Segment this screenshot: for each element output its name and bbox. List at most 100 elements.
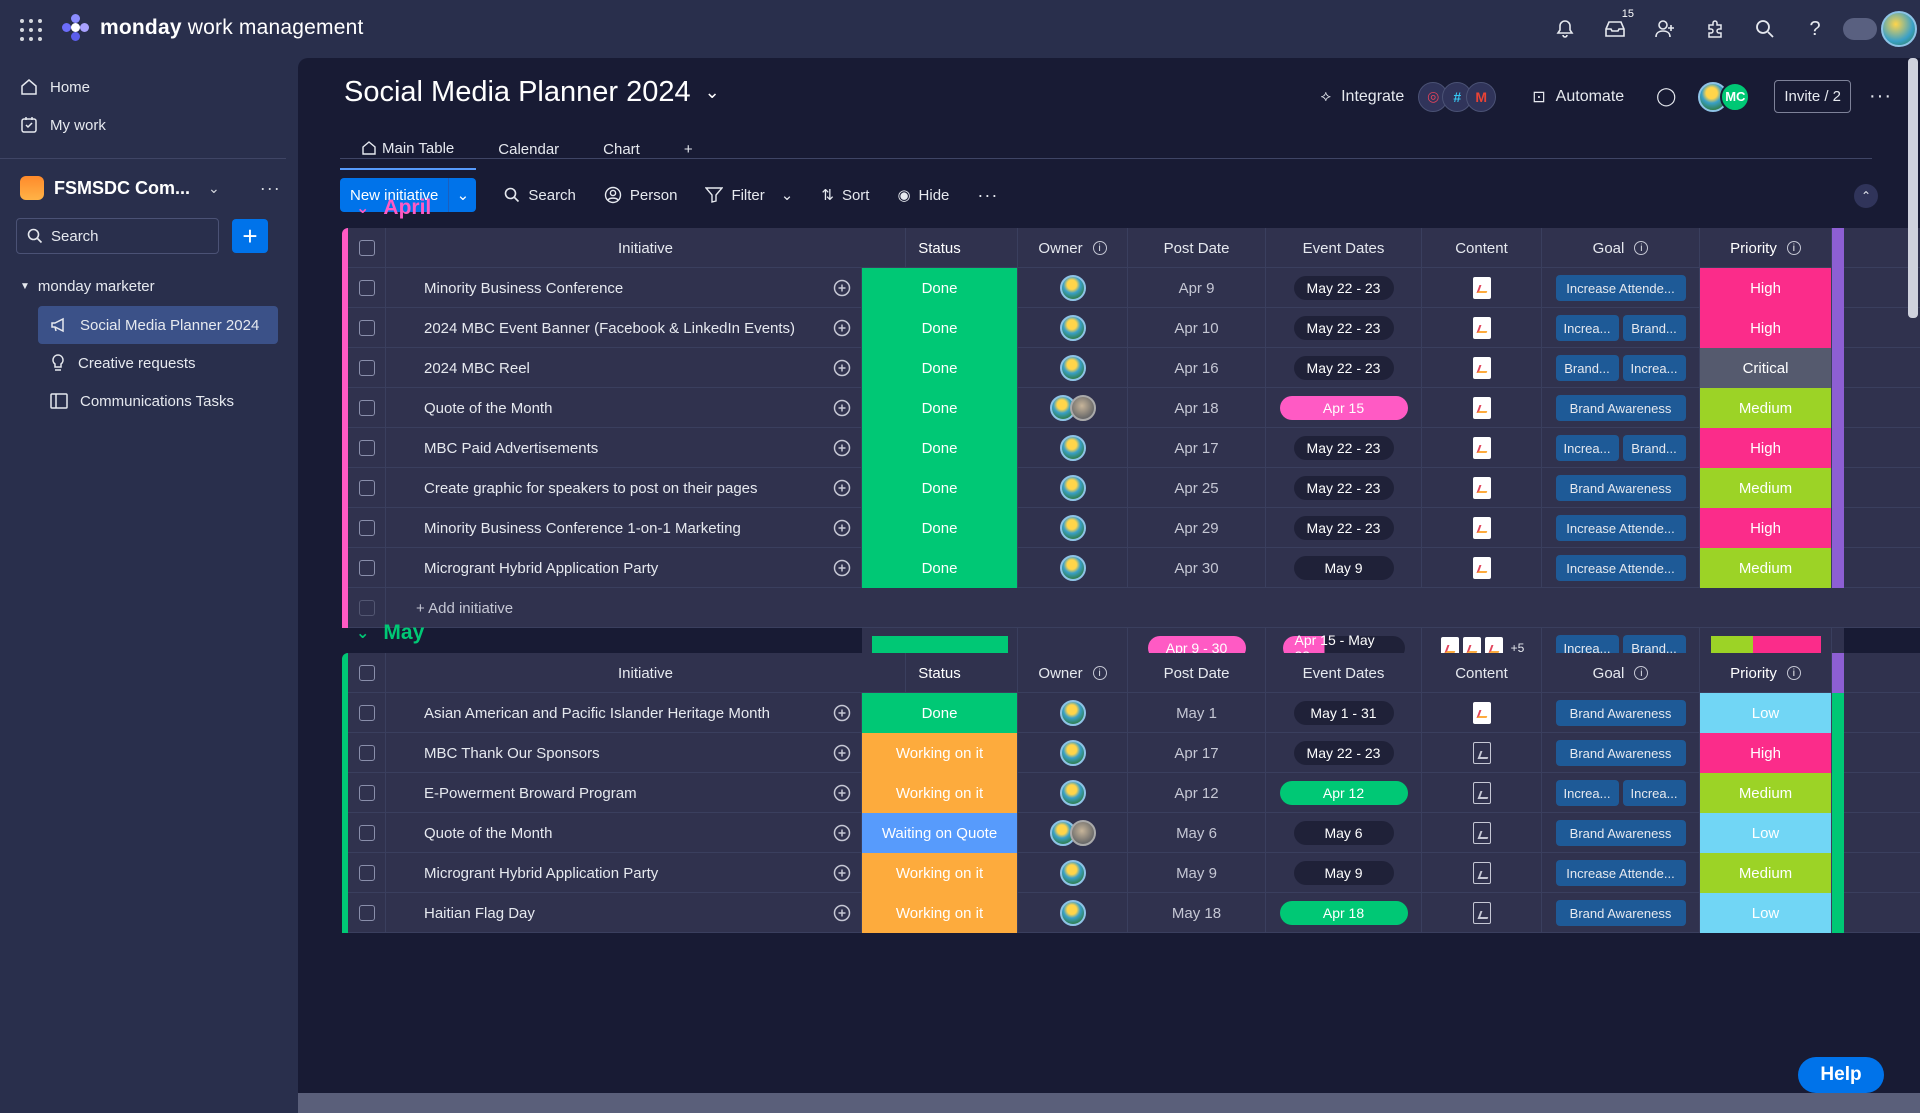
- apps-marketplace-icon[interactable]: [1690, 0, 1740, 58]
- checkbox[interactable]: [358, 240, 375, 256]
- add-update-icon[interactable]: [822, 508, 862, 548]
- file-icon[interactable]: [1472, 702, 1491, 724]
- row-checkbox[interactable]: [348, 733, 386, 773]
- chevron-down-icon[interactable]: ⌄: [780, 187, 794, 204]
- row-checkbox[interactable]: [348, 813, 386, 853]
- goal-cell[interactable]: Brand Awareness: [1542, 693, 1700, 733]
- table-row[interactable]: 2024 MBC Event Banner (Facebook & Linked…: [342, 308, 1920, 348]
- priority-cell[interactable]: High: [1700, 268, 1832, 308]
- table-row[interactable]: 2024 MBC Reel Done Apr 16 May 22 - 23 Brand.…: [342, 348, 1920, 388]
- help-icon[interactable]: ?: [1809, 17, 1821, 40]
- post-date-cell[interactable]: Apr 10: [1128, 308, 1266, 348]
- priority-cell[interactable]: Critical: [1700, 348, 1832, 388]
- select-all-checkbox[interactable]: [348, 228, 386, 268]
- checkbox[interactable]: [358, 705, 375, 721]
- goal-cell[interactable]: Brand Awareness: [1542, 733, 1700, 773]
- table-row[interactable]: Minority Business Conference 1-on-1 Mark…: [342, 508, 1920, 548]
- integrate-button[interactable]: ⟡ Integrate ◎ # M: [1321, 81, 1497, 112]
- workspace-selector[interactable]: FSMSDC Com... ⌄ ···: [20, 176, 281, 200]
- priority-cell[interactable]: High: [1700, 308, 1832, 348]
- invite-button[interactable]: Invite / 2: [1774, 80, 1852, 113]
- status-cell[interactable]: Done: [862, 428, 1018, 468]
- group-header[interactable]: ⌄ May: [356, 621, 424, 645]
- owner-cell[interactable]: [1018, 308, 1128, 348]
- filter-button[interactable]: Filter ⌄: [705, 186, 793, 204]
- status-cell[interactable]: Done: [862, 548, 1018, 588]
- post-date-cell[interactable]: Apr 9: [1128, 268, 1266, 308]
- goal-cell[interactable]: Increa... Brand...: [1542, 308, 1700, 348]
- file-icon[interactable]: [1472, 742, 1491, 764]
- row-checkbox[interactable]: [348, 893, 386, 933]
- checkbox[interactable]: [358, 320, 375, 336]
- workspace-more-icon[interactable]: ···: [259, 177, 281, 198]
- priority-cell[interactable]: Medium: [1700, 468, 1832, 508]
- post-date-cell[interactable]: Apr 17: [1128, 733, 1266, 773]
- add-update-icon[interactable]: [822, 773, 862, 813]
- info-icon[interactable]: i: [1092, 666, 1107, 680]
- goal-cell[interactable]: Increase Attende...: [1542, 853, 1700, 893]
- sort-button[interactable]: ⇅ Sort: [821, 186, 870, 205]
- row-checkbox[interactable]: [348, 348, 386, 388]
- status-cell[interactable]: Done: [862, 388, 1018, 428]
- owner-cell[interactable]: [1018, 773, 1128, 813]
- file-icon[interactable]: [1472, 357, 1491, 379]
- chevron-down-icon[interactable]: ⌄: [356, 200, 370, 217]
- event-dates-cell[interactable]: May 9: [1266, 853, 1422, 893]
- add-update-icon[interactable]: [822, 348, 862, 388]
- add-update-icon[interactable]: [822, 548, 862, 588]
- checkbox[interactable]: [358, 865, 375, 881]
- row-checkbox[interactable]: [348, 853, 386, 893]
- person-filter-button[interactable]: Person: [604, 186, 677, 204]
- status-cell[interactable]: Working on it: [862, 893, 1018, 933]
- content-cell[interactable]: [1422, 773, 1542, 813]
- item-name[interactable]: Quote of the Month: [386, 813, 862, 853]
- content-cell[interactable]: [1422, 348, 1542, 388]
- add-update-icon[interactable]: [822, 733, 862, 773]
- status-cell[interactable]: Done: [862, 693, 1018, 733]
- checkbox[interactable]: [358, 280, 375, 296]
- post-date-cell[interactable]: Apr 25: [1128, 468, 1266, 508]
- event-dates-cell[interactable]: May 22 - 23: [1266, 268, 1422, 308]
- row-checkbox[interactable]: [348, 308, 386, 348]
- event-dates-cell[interactable]: Apr 12: [1266, 773, 1422, 813]
- owner-cell[interactable]: [1018, 733, 1128, 773]
- event-dates-cell[interactable]: May 22 - 23: [1266, 348, 1422, 388]
- owner-cell[interactable]: [1018, 548, 1128, 588]
- event-dates-cell[interactable]: May 9: [1266, 548, 1422, 588]
- info-icon[interactable]: i: [1634, 241, 1649, 255]
- post-date-cell[interactable]: Apr 18: [1128, 388, 1266, 428]
- goal-cell[interactable]: Increase Attende...: [1542, 508, 1700, 548]
- add-update-icon[interactable]: [822, 853, 862, 893]
- checkbox[interactable]: [358, 520, 375, 536]
- toolbar-more-icon[interactable]: ···: [977, 184, 999, 205]
- event-dates-cell[interactable]: May 1 - 31: [1266, 693, 1422, 733]
- checkbox[interactable]: [358, 360, 375, 376]
- item-name[interactable]: Quote of the Month: [386, 388, 862, 428]
- status-cell[interactable]: Working on it: [862, 853, 1018, 893]
- file-icon[interactable]: [1472, 517, 1491, 539]
- search-icon[interactable]: [1740, 0, 1790, 58]
- checkbox[interactable]: [358, 480, 375, 496]
- goal-cell[interactable]: Increa... Brand...: [1542, 428, 1700, 468]
- table-row[interactable]: Quote of the Month Waiting on Quote May 6 M…: [342, 813, 1920, 853]
- post-date-cell[interactable]: Apr 12: [1128, 773, 1266, 813]
- priority-cell[interactable]: Medium: [1700, 548, 1832, 588]
- row-checkbox[interactable]: [348, 773, 386, 813]
- file-icon[interactable]: [1472, 397, 1491, 419]
- content-cell[interactable]: [1422, 428, 1542, 468]
- table-row[interactable]: Haitian Flag Day Working on it May 18 Apr 1…: [342, 893, 1920, 933]
- post-date-cell[interactable]: Apr 30: [1128, 548, 1266, 588]
- event-dates-cell[interactable]: May 22 - 23: [1266, 468, 1422, 508]
- chevron-down-icon[interactable]: ⌄: [448, 178, 476, 212]
- content-cell[interactable]: [1422, 893, 1542, 933]
- owner-cell[interactable]: [1018, 508, 1128, 548]
- item-name[interactable]: Microgrant Hybrid Application Party: [386, 548, 862, 588]
- status-cell[interactable]: Done: [862, 348, 1018, 388]
- status-cell[interactable]: Working on it: [862, 773, 1018, 813]
- file-icon[interactable]: [1472, 862, 1491, 884]
- item-name[interactable]: Create graphic for speakers to post on t…: [386, 468, 862, 508]
- priority-cell[interactable]: High: [1700, 428, 1832, 468]
- tab-main-table[interactable]: Main Table: [340, 128, 477, 170]
- item-name[interactable]: 2024 MBC Event Banner (Facebook & Linked…: [386, 308, 862, 348]
- post-date-cell[interactable]: May 1: [1128, 693, 1266, 733]
